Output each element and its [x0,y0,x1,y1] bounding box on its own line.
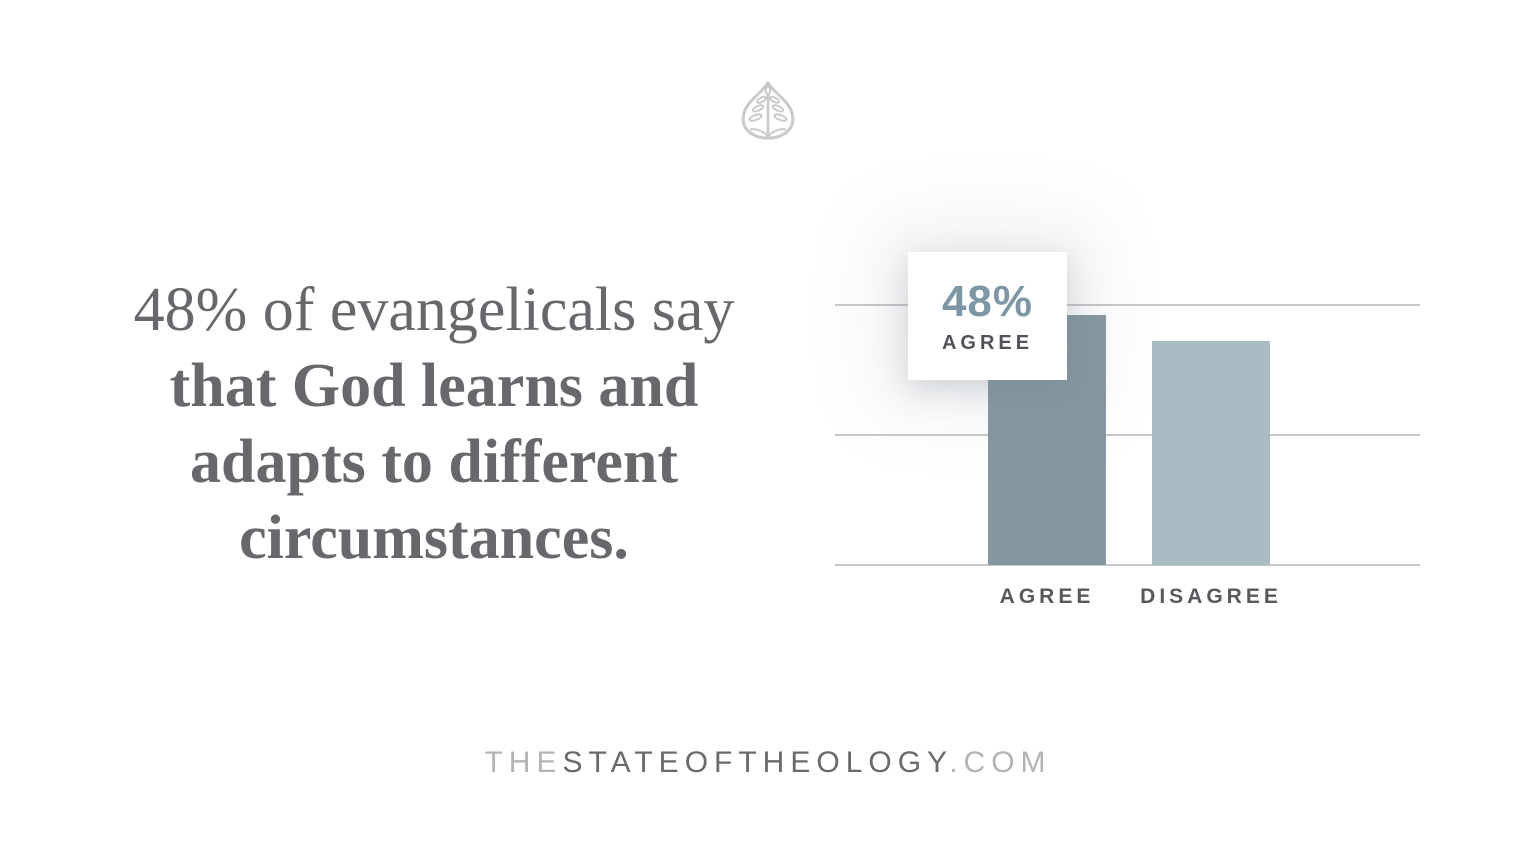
website-url: THESTATEOFTHEOLOGY.COM [0,746,1536,780]
callout-card: 48% AGREE [908,252,1067,380]
callout-percentage: 48% [941,277,1034,326]
statistic-statement: 48% of evangelicals say that God learns … [98,272,770,576]
statement-line-2: that God learns and [169,352,699,420]
statement-line-4: circumstances. [239,504,629,572]
url-middle: STATEOFTHEOLOGY [562,746,950,779]
axis-label-agree: AGREE [999,585,1095,608]
bar-disagree [1152,341,1270,565]
ligonier-tree-logo-icon [741,81,795,140]
statement-line-1: 48% of evangelicals say [133,276,735,344]
gridline-baseline [835,564,1420,566]
gridline-25pct [835,434,1420,436]
url-suffix: .COM [949,746,1052,779]
url-prefix: THE [484,746,563,779]
callout-label: AGREE [941,332,1034,354]
gridline-50pct [835,304,1420,306]
statement-line-3: adapts to different [190,428,678,496]
axis-label-disagree: DISAGREE [1140,585,1282,608]
